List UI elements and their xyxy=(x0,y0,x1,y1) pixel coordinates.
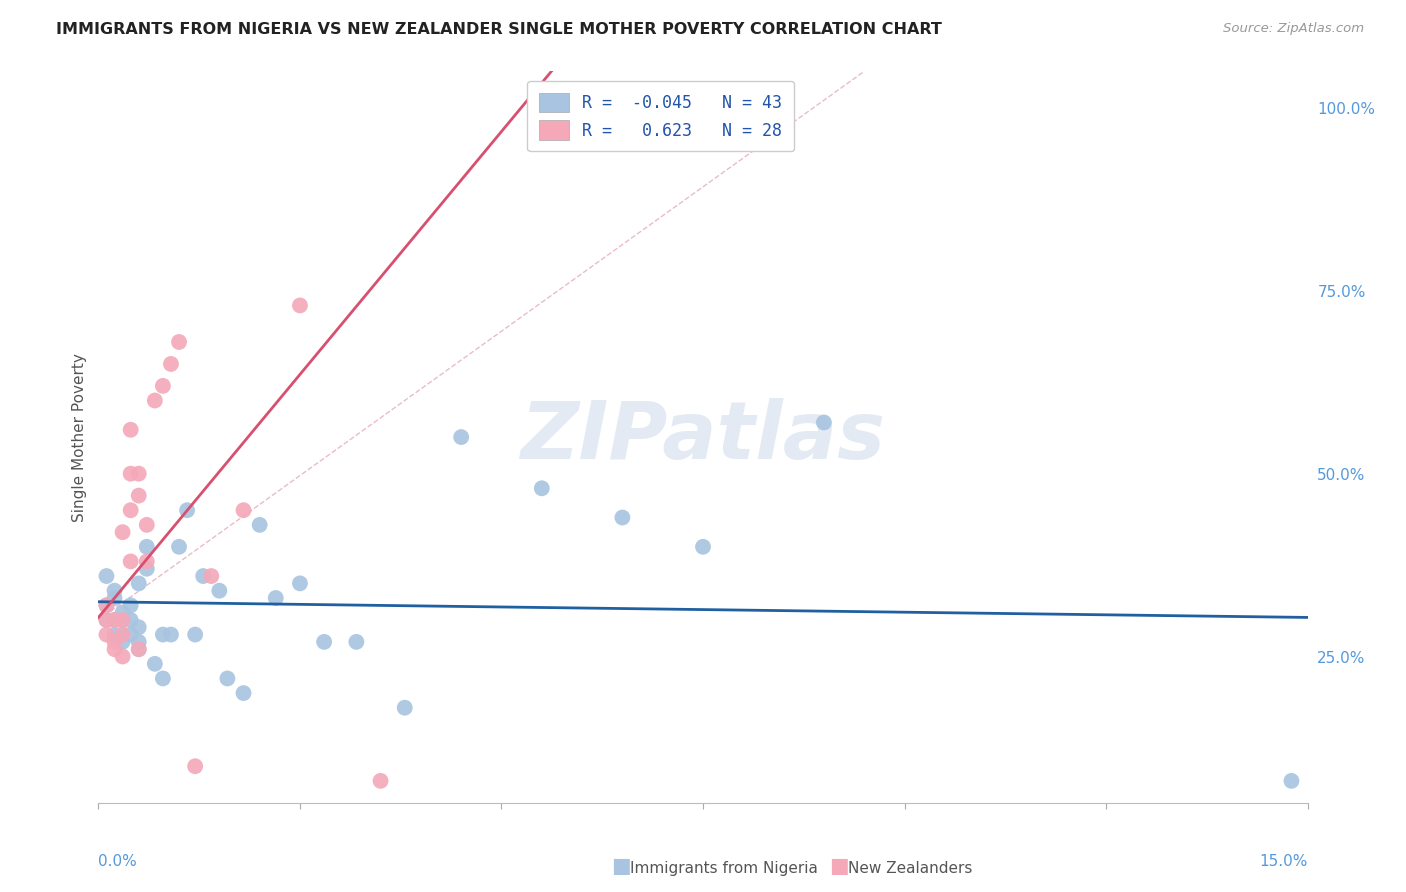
Point xyxy=(103,642,125,657)
Point xyxy=(111,613,134,627)
Text: Source: ZipAtlas.com: Source: ZipAtlas.com xyxy=(1223,22,1364,36)
Point xyxy=(344,635,367,649)
Point xyxy=(249,517,271,532)
Point xyxy=(1281,773,1303,788)
Point xyxy=(111,627,134,641)
Point xyxy=(128,620,150,634)
Legend: R =  -0.045   N = 43, R =   0.623   N = 28: R = -0.045 N = 43, R = 0.623 N = 28 xyxy=(527,81,794,152)
Point xyxy=(264,591,287,605)
Point xyxy=(96,627,118,641)
Point xyxy=(143,393,166,408)
Point xyxy=(232,503,254,517)
Point xyxy=(160,627,183,641)
Point xyxy=(128,635,150,649)
Point xyxy=(111,649,134,664)
Point xyxy=(103,591,125,605)
Point xyxy=(208,583,231,598)
Point xyxy=(193,569,215,583)
Point xyxy=(135,554,157,568)
Point xyxy=(152,672,174,686)
Point xyxy=(120,554,142,568)
Point xyxy=(120,503,142,517)
Point xyxy=(96,613,118,627)
Point xyxy=(612,510,634,524)
Point xyxy=(128,642,150,657)
Point xyxy=(813,416,835,430)
Point xyxy=(530,481,553,495)
Point xyxy=(184,759,207,773)
Point xyxy=(120,627,142,641)
Point xyxy=(111,525,134,540)
Point xyxy=(128,576,150,591)
Point xyxy=(232,686,254,700)
Text: New Zealanders: New Zealanders xyxy=(848,861,972,876)
Point xyxy=(103,635,125,649)
Point xyxy=(135,540,157,554)
Point xyxy=(103,613,125,627)
Text: 15.0%: 15.0% xyxy=(1260,854,1308,869)
Point xyxy=(314,635,336,649)
Point xyxy=(288,576,311,591)
Y-axis label: Single Mother Poverty: Single Mother Poverty xyxy=(72,352,87,522)
Point xyxy=(103,583,125,598)
Point xyxy=(96,599,118,613)
Point xyxy=(135,562,157,576)
Point xyxy=(103,613,125,627)
Text: Immigrants from Nigeria: Immigrants from Nigeria xyxy=(630,861,818,876)
Point xyxy=(120,613,142,627)
Point xyxy=(135,517,157,532)
Point xyxy=(111,627,134,641)
Point xyxy=(128,642,150,657)
Text: ■: ■ xyxy=(612,856,631,876)
Point xyxy=(96,569,118,583)
Point xyxy=(128,467,150,481)
Text: IMMIGRANTS FROM NIGERIA VS NEW ZEALANDER SINGLE MOTHER POVERTY CORRELATION CHART: IMMIGRANTS FROM NIGERIA VS NEW ZEALANDER… xyxy=(56,22,942,37)
Point xyxy=(176,503,198,517)
Point xyxy=(167,540,190,554)
Point xyxy=(120,423,142,437)
Point xyxy=(96,613,118,627)
Point xyxy=(143,657,166,671)
Point xyxy=(120,599,142,613)
Text: ZIPatlas: ZIPatlas xyxy=(520,398,886,476)
Point xyxy=(184,627,207,641)
Point xyxy=(111,613,134,627)
Point xyxy=(152,627,174,641)
Point xyxy=(103,627,125,641)
Text: 0.0%: 0.0% xyxy=(98,854,138,869)
Point xyxy=(111,606,134,620)
Point xyxy=(128,489,150,503)
Point xyxy=(167,334,190,349)
Point xyxy=(160,357,183,371)
Point xyxy=(217,672,239,686)
Point xyxy=(120,467,142,481)
Text: ■: ■ xyxy=(830,856,849,876)
Point xyxy=(450,430,472,444)
Point xyxy=(692,540,714,554)
Point xyxy=(152,379,174,393)
Point xyxy=(288,298,311,312)
Point xyxy=(200,569,222,583)
Point xyxy=(370,773,392,788)
Point xyxy=(394,700,416,714)
Point xyxy=(111,635,134,649)
Point xyxy=(96,599,118,613)
